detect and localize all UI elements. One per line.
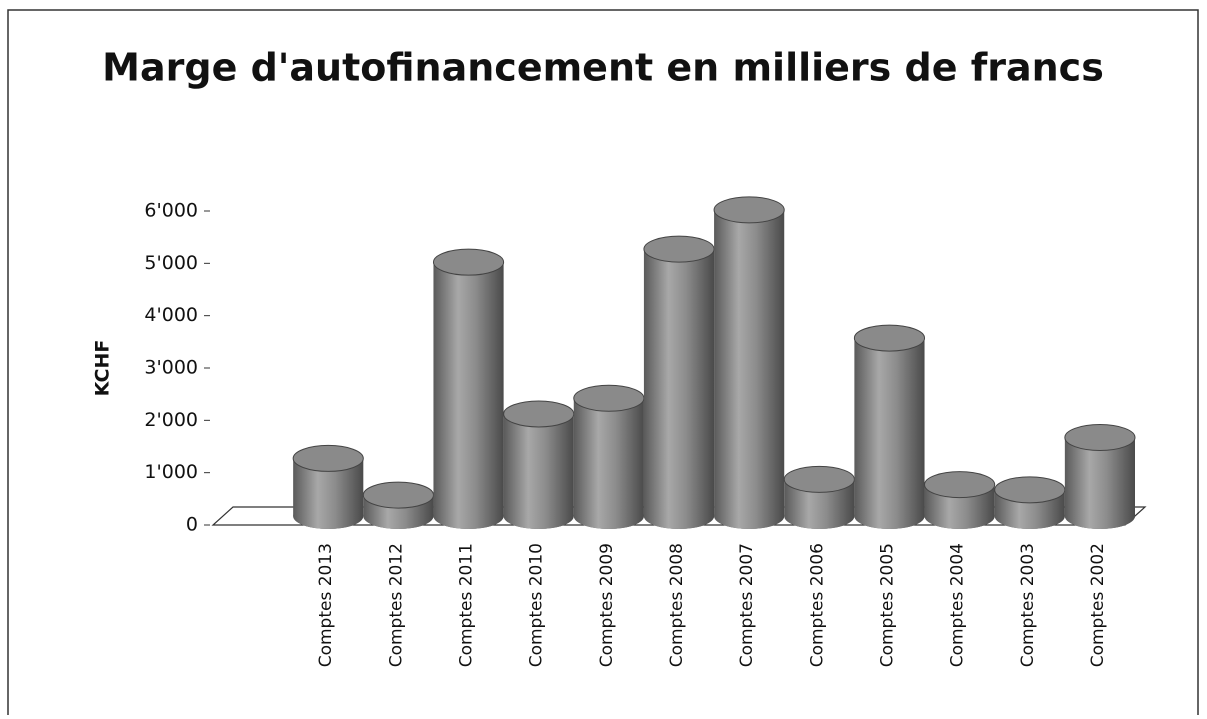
bar-body	[714, 209, 785, 516]
y-tick-label: 3'000	[144, 357, 198, 379]
bar-top	[503, 400, 575, 428]
bar	[292, 444, 364, 529]
y-axis-label: KCHF	[92, 340, 114, 397]
x-tick-label: Comptes 2011	[457, 543, 477, 667]
bar-top	[1064, 424, 1136, 451]
bar-body	[854, 338, 925, 516]
x-tick-label: Comptes 2002	[1088, 543, 1108, 667]
bar	[432, 248, 505, 529]
bar	[573, 384, 645, 529]
bar-top	[994, 476, 1066, 504]
chart-title: Marge d'autofinancement en milliers de f…	[102, 46, 1104, 90]
bar	[1064, 424, 1136, 529]
bar	[853, 324, 926, 529]
bar	[924, 471, 996, 529]
bar-body	[643, 249, 715, 516]
bar-top	[432, 248, 505, 276]
bar	[362, 481, 434, 529]
y-tick-label: 1'000	[144, 461, 198, 483]
x-tick-label: Comptes 2012	[386, 543, 406, 667]
bar-top	[853, 324, 926, 352]
y-tick-label: 2'000	[144, 409, 198, 431]
bar	[713, 196, 785, 529]
bar-body	[433, 262, 504, 516]
x-tick-label: Comptes 2004	[948, 543, 968, 667]
bar-top	[713, 196, 785, 224]
bar-top	[643, 235, 715, 263]
x-tick-label: Comptes 2005	[877, 543, 897, 667]
bar	[994, 476, 1066, 529]
x-tick-label: Comptes 2006	[807, 543, 827, 667]
bar-top	[924, 471, 996, 499]
x-tick-label: Comptes 2010	[527, 543, 547, 667]
y-tick-label: 0	[186, 514, 198, 536]
x-tick-label: Comptes 2007	[737, 543, 757, 667]
y-tick-label: 5'000	[144, 252, 198, 274]
x-tick-label: Comptes 2008	[667, 543, 687, 667]
y-tick-label: 4'000	[144, 304, 198, 326]
bar	[503, 400, 575, 529]
bar-top	[362, 481, 434, 509]
bar-body	[503, 413, 574, 516]
bar-top	[292, 444, 364, 472]
bar-top	[573, 384, 645, 412]
y-tick-label: 6'000	[144, 200, 198, 222]
chart-border	[7, 9, 1199, 719]
bar	[783, 465, 855, 529]
bar-top	[783, 465, 855, 493]
bar	[643, 235, 715, 529]
bar-body	[573, 398, 644, 516]
x-tick-label: Comptes 2013	[316, 543, 336, 667]
x-tick-label: Comptes 2003	[1018, 543, 1038, 667]
x-tick-label: Comptes 2009	[597, 543, 617, 667]
